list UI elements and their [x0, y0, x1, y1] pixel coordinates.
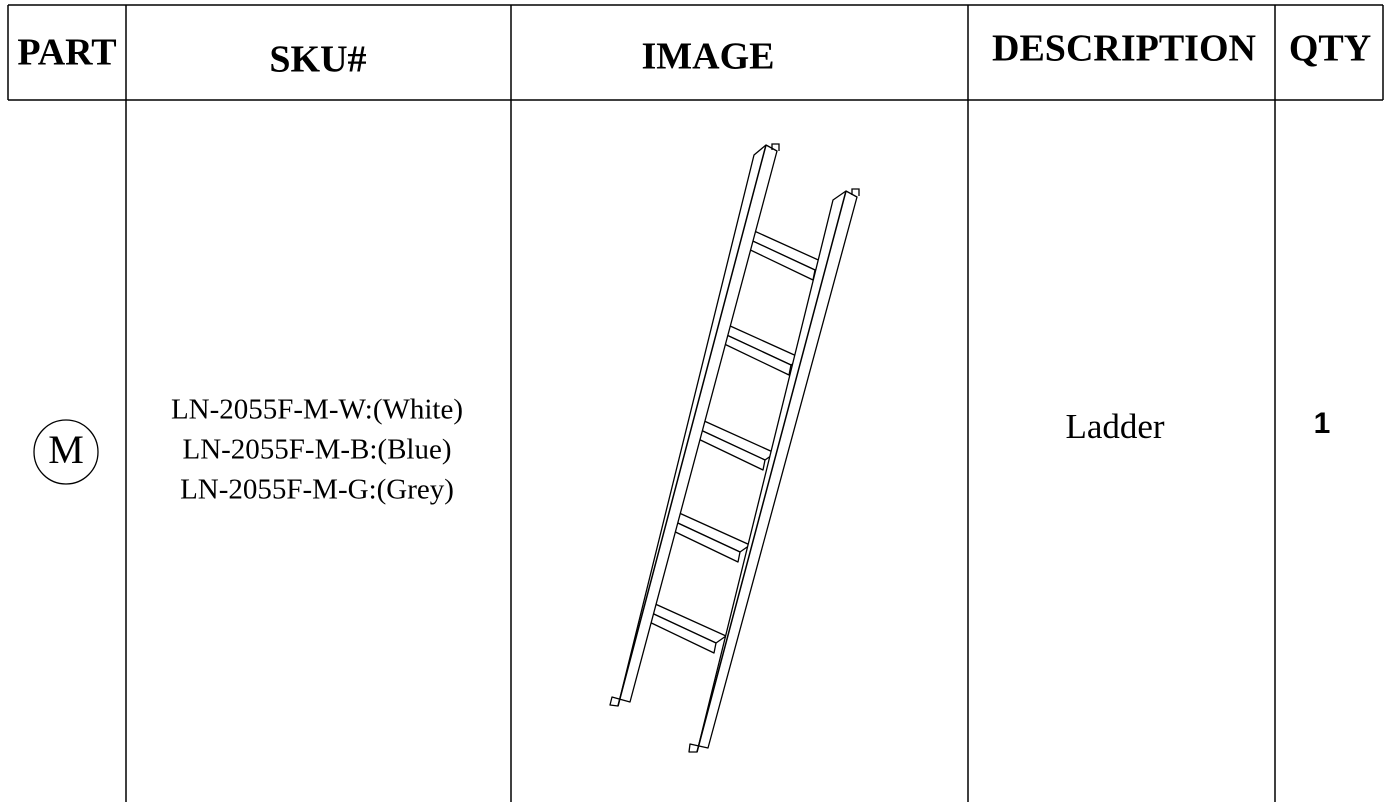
ladder-image: [609, 143, 860, 753]
quantity: 1: [1314, 407, 1331, 440]
header-cell: QTY: [1289, 28, 1371, 70]
description: Ladder: [1065, 407, 1164, 446]
sku-line: LN-2055F-M-G:(Grey): [180, 474, 454, 506]
sku-line: LN-2055F-M-W:(White): [171, 394, 463, 426]
hook: [851, 188, 860, 196]
rail-edge: [617, 144, 767, 707]
header-cell: SKU#: [269, 39, 366, 81]
sku-line: LN-2055F-M-B:(Blue): [182, 434, 451, 466]
header-cell: DESCRIPTION: [992, 28, 1256, 70]
table-grid: [7, 4, 1384, 802]
part-label: M: [48, 427, 84, 472]
rail-edge: [696, 190, 847, 753]
rail: [688, 190, 858, 753]
hook: [771, 143, 780, 151]
rail: [609, 144, 778, 707]
part-circle: [33, 419, 99, 485]
header-cell: PART: [17, 32, 116, 74]
header-cell: IMAGE: [642, 36, 775, 78]
